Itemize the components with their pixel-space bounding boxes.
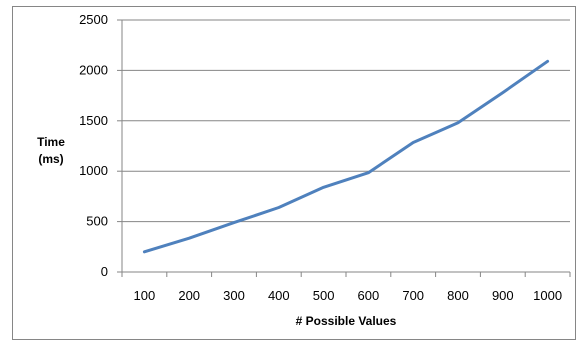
y-tick-label-2500: 2500 [79, 12, 108, 27]
x-tick-label-200: 200 [178, 288, 200, 303]
x-tick-label-600: 600 [358, 288, 380, 303]
data-point-500 [323, 186, 325, 188]
y-tick-label-2000: 2000 [79, 62, 108, 77]
data-point-1000 [547, 60, 549, 62]
x-tick-label-400: 400 [268, 288, 290, 303]
data-point-600 [367, 172, 369, 174]
y-axis-title-line2: (ms) [38, 152, 63, 166]
y-tick-label-500: 500 [86, 214, 108, 229]
x-tick-label-900: 900 [492, 288, 514, 303]
y-tick-label-0: 0 [101, 264, 108, 279]
data-point-100 [143, 251, 145, 253]
data-point-200 [188, 237, 190, 239]
data-point-800 [457, 122, 459, 124]
data-point-900 [502, 92, 504, 94]
data-point-700 [412, 141, 414, 143]
y-tick-label-1000: 1000 [79, 163, 108, 178]
x-tick-label-1000: 1000 [533, 288, 562, 303]
data-point-400 [278, 206, 280, 208]
x-axis-title: # Possible Values [296, 314, 397, 328]
x-tick-labels: 100 200 300 400 500 600 700 800 900 1000 [134, 288, 563, 303]
y-axis-title-line1: Time [37, 135, 65, 149]
x-tick-label-300: 300 [223, 288, 245, 303]
data-point-300 [233, 222, 235, 224]
series-layer [142, 59, 550, 254]
x-tick-label-800: 800 [447, 288, 469, 303]
chart-frame [12, 6, 576, 340]
y-tick-label-1500: 1500 [79, 113, 108, 128]
gridlines [117, 19, 571, 277]
series-line-0 [142, 59, 550, 254]
x-tick-label-500: 500 [313, 288, 335, 303]
x-tick-label-100: 100 [134, 288, 156, 303]
x-tick-label-700: 700 [402, 288, 424, 303]
y-tick-labels: 0 500 1000 1500 2000 2500 [79, 12, 108, 279]
